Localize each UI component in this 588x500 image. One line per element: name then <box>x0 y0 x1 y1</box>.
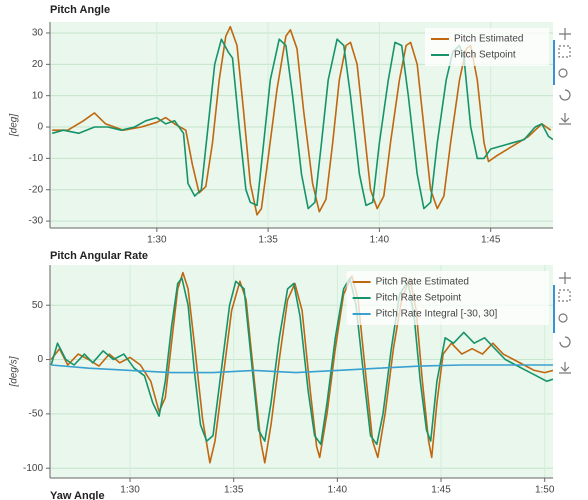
y-tick-label: -100 <box>23 463 43 474</box>
x-tick-label: 1:35 <box>258 235 278 246</box>
pan-icon <box>559 272 571 284</box>
legend-label: Pitch Estimated <box>454 34 523 45</box>
legend-label: Pitch Rate Integral [-30, 30] <box>376 309 498 320</box>
chart-title: Pitch Angle <box>50 4 110 16</box>
x-tick-label: 1:40 <box>328 485 348 496</box>
y-tick-label: 20 <box>32 59 44 70</box>
wheel-zoom-icon <box>558 68 568 78</box>
series-line <box>50 271 553 464</box>
x-tick-label: 1:35 <box>224 485 244 496</box>
legend-label: Pitch Rate Setpoint <box>376 293 462 304</box>
series-group <box>50 271 553 464</box>
legend-label: Pitch Rate Estimated <box>376 277 469 288</box>
save-icon <box>559 113 571 125</box>
y-tick-label: -50 <box>29 409 44 420</box>
x-tick-label: 1:50 <box>535 485 555 496</box>
legend-box <box>346 271 549 325</box>
save-icon <box>559 362 571 374</box>
y-tick-label: 0 <box>37 122 43 133</box>
pan-icon <box>559 28 571 40</box>
reset-icon <box>559 336 571 348</box>
legend-label: Pitch Setpoint <box>454 50 516 61</box>
wheel-zoom-icon <box>558 313 568 323</box>
y-tick-label: 30 <box>32 28 44 39</box>
reset-icon <box>559 89 571 101</box>
box-zoom-icon <box>558 45 571 58</box>
chart-title: Pitch Angular Rate <box>50 250 148 262</box>
chart: Pitch Angle -30 -20 -10 0 10 20 30 1:30 1:35 1:40 1… <box>9 4 553 246</box>
chart: Pitch Angular Rate -100 -50 0 50 1:30 1:35 1:40… <box>9 250 555 496</box>
x-tick-label: 1:30 <box>147 235 167 246</box>
series-line <box>52 25 552 216</box>
y-tick-label: -20 <box>29 184 44 195</box>
toolbar <box>558 28 571 374</box>
y-axis-label: [deg] <box>9 114 20 137</box>
y-tick-label: 50 <box>32 300 44 311</box>
x-tick-label: 1:40 <box>370 235 390 246</box>
box-zoom-icon <box>558 289 571 302</box>
legend-box <box>425 28 549 66</box>
series-group <box>51 25 553 216</box>
x-tick-label: 1:45 <box>431 485 451 496</box>
y-axis-label: [deg/s] <box>9 356 20 387</box>
series-line <box>50 277 553 446</box>
x-tick-label: 1:45 <box>481 235 501 246</box>
x-tick-label: 1:30 <box>120 485 140 496</box>
y-tick-label: 0 <box>37 354 43 365</box>
y-tick-label: 10 <box>32 90 44 101</box>
next-section-title: Yaw Angle <box>50 490 105 500</box>
series-line <box>51 38 553 210</box>
y-tick-label: -10 <box>29 153 44 164</box>
series-line <box>51 364 553 374</box>
y-tick-label: -30 <box>29 216 44 227</box>
